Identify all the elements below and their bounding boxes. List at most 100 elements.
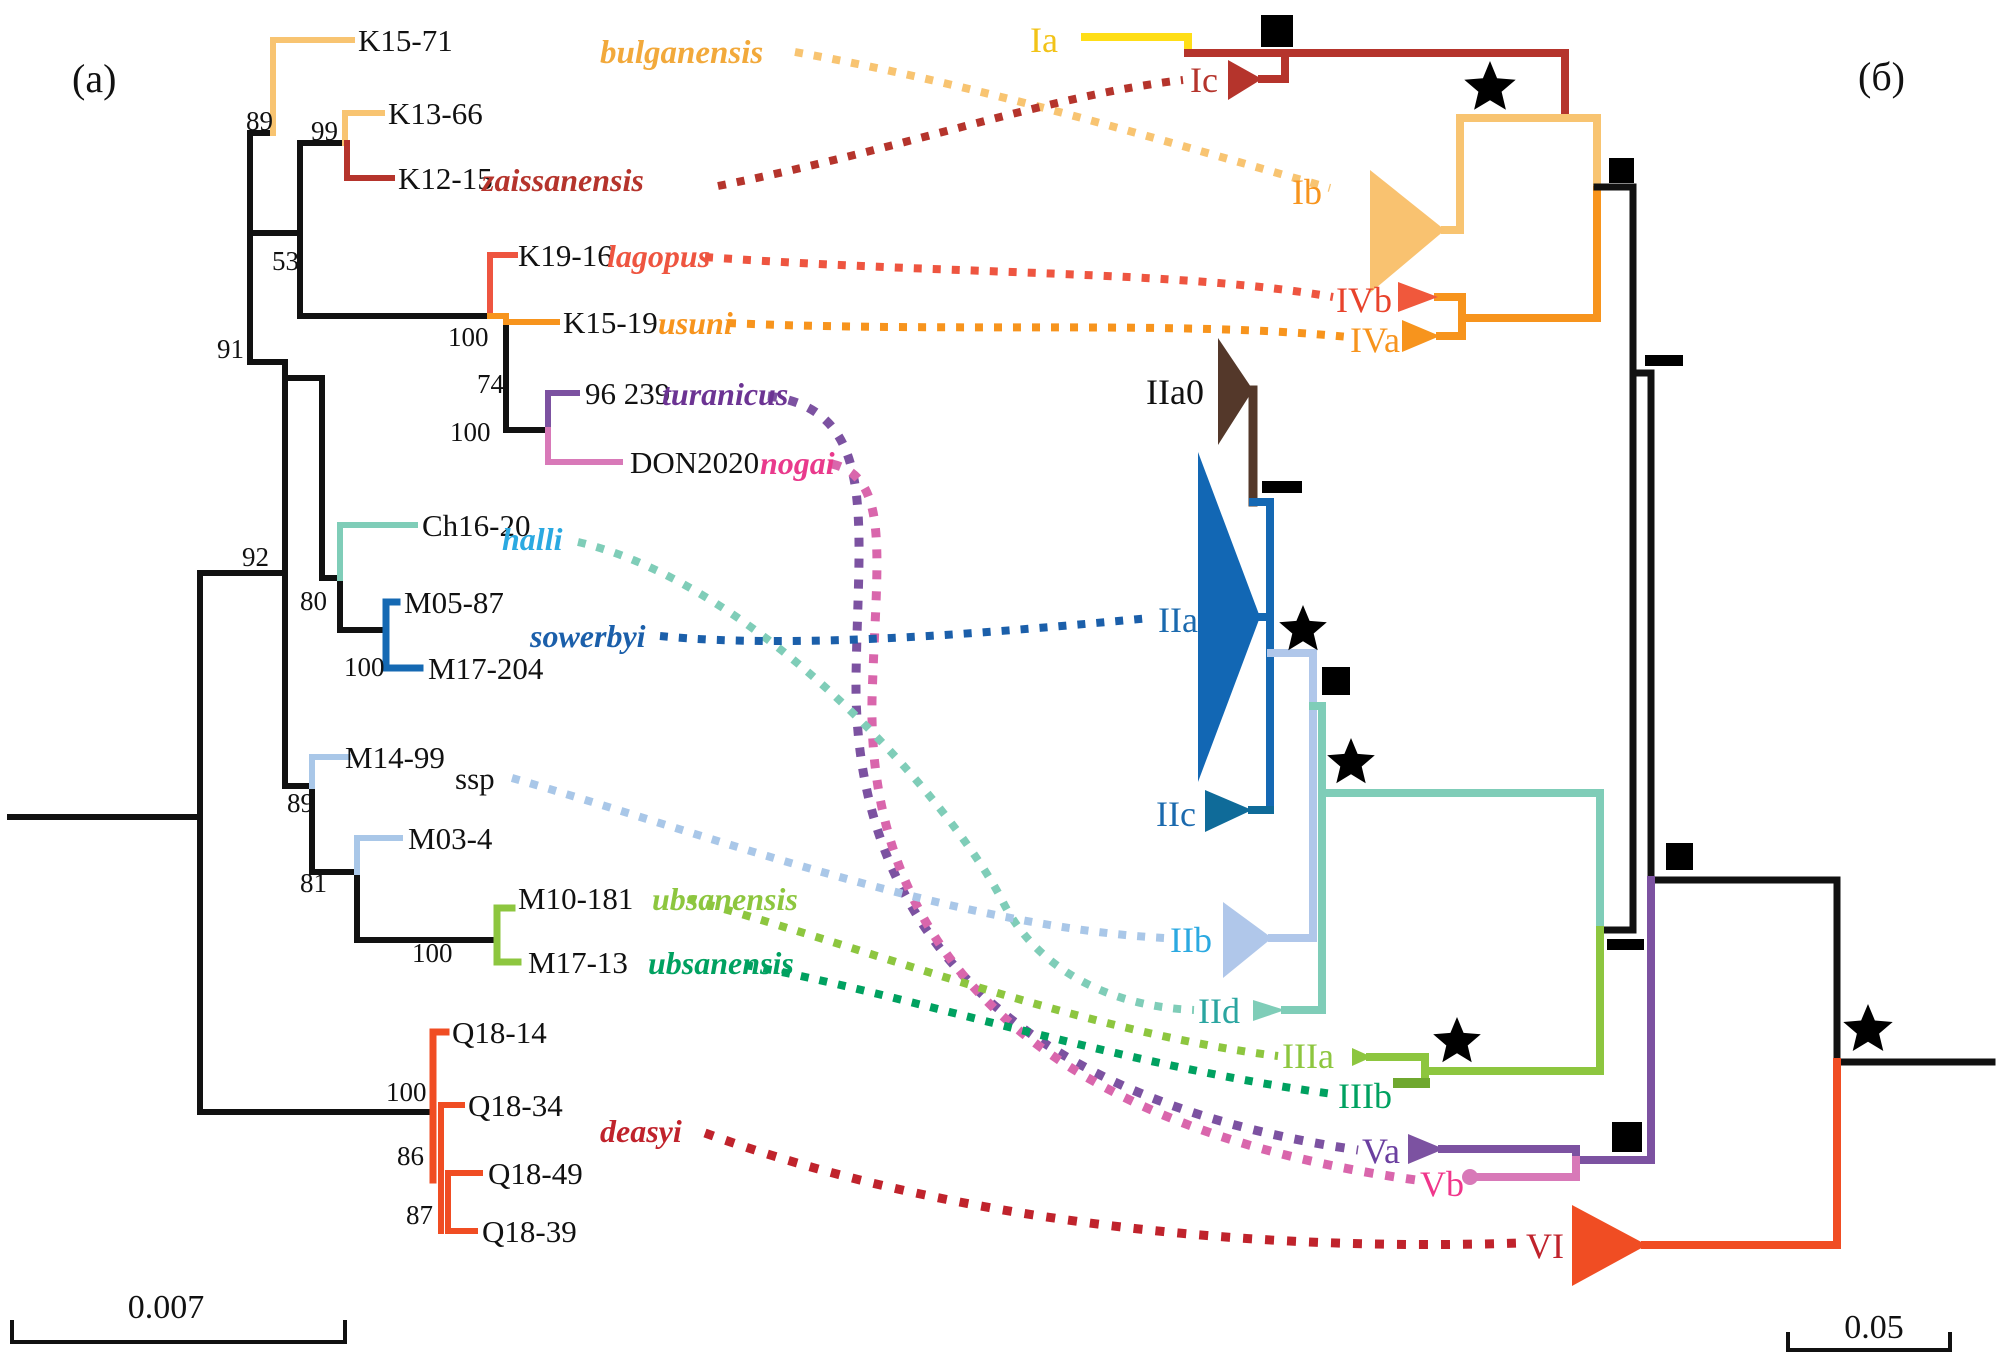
square-V-parent-node bbox=[1666, 843, 1693, 870]
clade-IIa0: IIa0 bbox=[1146, 372, 1204, 412]
clade-IIIa: IIIa bbox=[1282, 1036, 1334, 1076]
bs-100-turanicus: 100 bbox=[450, 417, 491, 447]
knob-Vb bbox=[1462, 1169, 1478, 1185]
clade-Ic: Ic bbox=[1190, 60, 1218, 100]
bs-100-ubsanensis: 100 bbox=[412, 938, 453, 968]
connector-lagopus bbox=[704, 253, 1334, 301]
tip-K19-16: K19-16 bbox=[518, 238, 613, 273]
star-root-node bbox=[1843, 1004, 1893, 1051]
square-Va-node bbox=[1612, 1122, 1642, 1152]
collapsed-clade-triangles bbox=[1198, 60, 1647, 1286]
connector-bulganensis bbox=[794, 48, 1332, 192]
clade-IVb: IVb bbox=[1336, 280, 1392, 320]
tip-Q18-49: Q18-49 bbox=[488, 1156, 583, 1191]
dash-upper-spine-node bbox=[1645, 355, 1683, 366]
triangle-IIa bbox=[1198, 452, 1260, 782]
clade-Ia: Ia bbox=[1030, 20, 1058, 60]
species-sowerbyi: sowerbyi bbox=[529, 618, 646, 654]
tip-K13-66: K13-66 bbox=[388, 96, 483, 131]
bs-89-top: 89 bbox=[246, 106, 273, 136]
tip-K12-15: K12-15 bbox=[398, 161, 493, 196]
tip-ssp: ssp bbox=[455, 761, 495, 796]
square-I-IV-node bbox=[1609, 158, 1634, 183]
tip-DON2020: DON2020 bbox=[630, 445, 759, 480]
connector-sowerbyi bbox=[659, 614, 1151, 646]
tip-Q18-34: Q18-34 bbox=[468, 1088, 563, 1123]
species-lagopus: lagopus bbox=[607, 238, 710, 274]
species-zaissanensis: zaissanensis bbox=[481, 162, 644, 198]
square-IIb-node bbox=[1322, 667, 1350, 695]
bs-74: 74 bbox=[477, 369, 505, 399]
tip-Q18-39: Q18-39 bbox=[482, 1214, 577, 1249]
species-halli: halli bbox=[502, 521, 563, 557]
square-Ia-node bbox=[1261, 15, 1293, 47]
right-tree-branches bbox=[1081, 33, 1996, 1249]
connector-halli bbox=[577, 538, 1195, 1014]
triangle-Ib bbox=[1370, 170, 1445, 293]
star-II-clade-node bbox=[1327, 738, 1375, 784]
bs-91: 91 bbox=[217, 334, 244, 364]
triangle-IIIa bbox=[1352, 1048, 1372, 1066]
connector-ssp bbox=[510, 774, 1165, 942]
triangle-Ic bbox=[1228, 60, 1262, 100]
species-usuni: usuni bbox=[658, 305, 733, 341]
clade-VI: VI bbox=[1526, 1226, 1564, 1266]
panel-label-a: (a) bbox=[72, 56, 116, 101]
bs-92: 92 bbox=[242, 542, 269, 572]
bs-89-low: 89 bbox=[287, 788, 314, 818]
clade-IIa: IIa bbox=[1158, 600, 1198, 640]
bs-86: 86 bbox=[397, 1141, 424, 1171]
tip-K15-19: K15-19 bbox=[563, 305, 658, 340]
connector-usuni bbox=[727, 319, 1349, 341]
species-ubsanensis-light: ubsanensis bbox=[652, 881, 798, 917]
connector-deasyi bbox=[703, 1128, 1521, 1250]
triangle-IIa0 bbox=[1218, 338, 1253, 445]
clade-Vb: Vb bbox=[1420, 1164, 1464, 1204]
species-deasyi: deasyi bbox=[600, 1113, 682, 1149]
clade-Va: Va bbox=[1362, 1131, 1400, 1171]
triangle-IId bbox=[1253, 1000, 1285, 1021]
tip-M05-87: M05-87 bbox=[404, 585, 504, 620]
clade-IIIb: IIIb bbox=[1338, 1076, 1392, 1116]
species-turanicus: turanicus bbox=[662, 376, 788, 412]
triangle-IVb bbox=[1398, 282, 1438, 312]
tip-M17-13: M17-13 bbox=[528, 945, 628, 980]
connector-lines bbox=[510, 48, 1521, 1250]
clade-IIc: IIc bbox=[1156, 794, 1196, 834]
star-IIa-node bbox=[1279, 605, 1327, 651]
tip-Ch16-20: Ch16-20 bbox=[422, 508, 531, 543]
node-symbols bbox=[1261, 15, 1893, 1152]
triangle-IVa bbox=[1402, 320, 1440, 352]
panel-label-b: (б) bbox=[1858, 54, 1905, 99]
bs-80: 80 bbox=[300, 586, 327, 616]
left-tree-branches bbox=[7, 37, 623, 1234]
tip-96-239: 96 239 bbox=[585, 376, 670, 411]
scale-bars: 0.007 0.05 bbox=[10, 1289, 1952, 1352]
triangle-Va bbox=[1408, 1134, 1444, 1164]
species-nogai: nogai bbox=[760, 445, 835, 481]
bs-100-sowerbyi: 100 bbox=[344, 652, 385, 682]
scale-label-left: 0.007 bbox=[128, 1289, 205, 1326]
clade-IIb: IIb bbox=[1170, 920, 1212, 960]
bs-87: 87 bbox=[406, 1200, 433, 1230]
scale-label-right: 0.05 bbox=[1844, 1309, 1904, 1346]
bs-53: 53 bbox=[272, 246, 299, 276]
tip-M14-99: M14-99 bbox=[345, 740, 445, 775]
connector-zaissanensis bbox=[717, 76, 1184, 190]
clade-Ib: Ib bbox=[1292, 172, 1322, 212]
clade-IId: IId bbox=[1198, 991, 1240, 1031]
tip-Q18-14: Q18-14 bbox=[452, 1015, 547, 1050]
clade-IVa: IVa bbox=[1350, 320, 1400, 360]
triangle-IIc bbox=[1205, 790, 1252, 832]
dash-II-III-node bbox=[1607, 939, 1644, 950]
tip-M10-181: M10-181 bbox=[518, 881, 633, 916]
triangle-VI bbox=[1572, 1205, 1647, 1286]
bs-81: 81 bbox=[300, 868, 327, 898]
tip-M17-204: M17-204 bbox=[428, 651, 544, 686]
species-bulganensis: bulganensis bbox=[600, 35, 763, 71]
bs-99: 99 bbox=[311, 116, 338, 146]
